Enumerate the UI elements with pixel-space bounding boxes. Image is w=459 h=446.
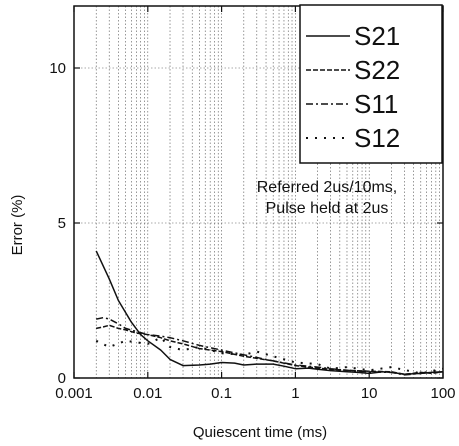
- grid: [73, 6, 443, 378]
- x-tick-label: 100: [430, 385, 455, 402]
- legend-box: [299, 4, 443, 164]
- annotation-line-2: Pulse held at 2us: [266, 200, 389, 217]
- y-tick-label: 0: [58, 370, 66, 387]
- x-tick-label: 0.01: [133, 385, 162, 402]
- y-tick-label: 10: [49, 60, 66, 77]
- legend-label-s11: S11: [354, 89, 398, 119]
- legend-label-s12: S12: [354, 123, 400, 153]
- annotation-line-1: Referred 2us/10ms,: [257, 179, 398, 196]
- legend-label-s22: S22: [354, 55, 400, 85]
- x-tick-label: 0.1: [211, 385, 232, 402]
- y-tick-label: 5: [58, 215, 66, 232]
- axis-ticks: 0.001 0.01 0.1 1 10 100 0 5 10: [49, 6, 456, 402]
- x-tick-label: 10: [361, 385, 378, 402]
- series-s11-line: [96, 316, 444, 376]
- series-s21-line: [95, 250, 444, 376]
- series-layer: [95, 250, 444, 376]
- x-tick-label: 1: [291, 385, 299, 402]
- x-axis-title: Quiescent time (ms): [193, 424, 327, 441]
- series-s12-line: [95, 336, 444, 375]
- x-tick-label: 0.001: [55, 385, 93, 402]
- legend: S21 S22 S11 S12: [299, 4, 443, 164]
- y-axis-title: Error (%): [9, 195, 26, 256]
- legend-label-s21: S21: [354, 21, 400, 51]
- plot-frame: [73, 5, 444, 379]
